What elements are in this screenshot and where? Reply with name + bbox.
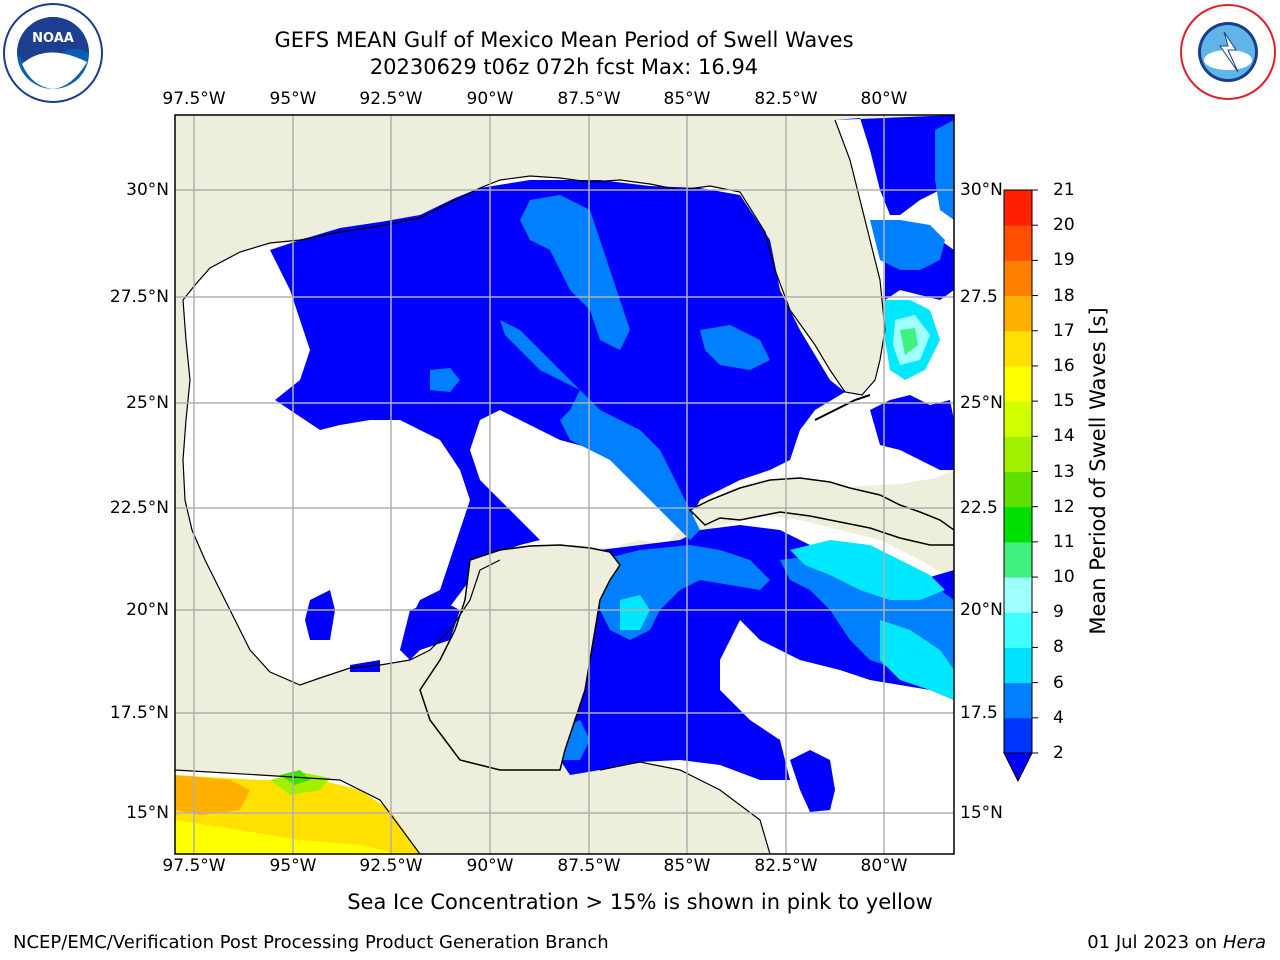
lon-label-bottom: 90°W — [466, 856, 514, 876]
colorbar-tick-label: 21 — [1053, 180, 1075, 200]
colorbar-segment — [1004, 682, 1032, 719]
nws-logo — [1178, 2, 1278, 102]
footer-date-text: 01 Jul 2023 on — [1087, 932, 1223, 953]
colorbar-segment — [1004, 506, 1032, 543]
colorbar-segment — [1004, 436, 1032, 472]
map-title-line-1: GEFS MEAN Gulf of Mexico Mean Period of … — [274, 28, 854, 52]
lon-label-bottom: 82.5°W — [754, 856, 818, 876]
colorbar-label: Mean Period of Swell Waves [s] — [1086, 307, 1110, 635]
colorbar-segment — [1004, 717, 1032, 754]
lon-label-top: 85°W — [663, 89, 711, 109]
colorbar — [1003, 189, 1038, 783]
lon-label-bottom: 95°W — [269, 856, 317, 876]
colorbar-tick-label: 11 — [1053, 531, 1075, 552]
lon-label-bottom: 92.5°W — [359, 856, 423, 876]
florida-keys — [814, 394, 871, 421]
colorbar-tick-label: 15 — [1053, 391, 1075, 412]
colorbar-tick-label: 17 — [1053, 320, 1075, 341]
swell-field-4-6s — [430, 120, 954, 760]
cuba — [688, 477, 954, 546]
colorbar-segment — [1004, 541, 1032, 578]
central-america-coastline — [599, 761, 771, 854]
pacific-coastline — [175, 769, 421, 854]
lat-label-right: 22.5 — [960, 498, 998, 518]
lon-label-bottom: 85°W — [663, 856, 711, 876]
colorbar-tick-label: 16 — [1053, 355, 1075, 376]
swell-field-8-10s — [893, 315, 930, 365]
lon-label-top: 92.5°W — [359, 89, 423, 109]
lat-label-right: 15°N — [960, 803, 1003, 823]
lon-label-top: 97.5°W — [162, 89, 226, 109]
lon-label-top: 82.5°W — [754, 89, 818, 109]
colorbar-tick-label: 20 — [1053, 215, 1075, 236]
colorbar-segment — [1004, 260, 1032, 297]
colorbar-under-arrow — [1003, 752, 1033, 783]
sea-ice-note: Sea Ice Concentration > 15% is shown in … — [347, 890, 933, 914]
noaa-logo: NOAA — [2, 2, 104, 104]
colorbar-segment — [1004, 295, 1032, 332]
colorbar-segment — [1004, 577, 1032, 613]
noaa-logo-text: NOAA — [32, 31, 74, 46]
colorbar-segment — [1004, 365, 1032, 402]
colorbar-segment — [1004, 647, 1032, 684]
lat-label-left: 17.5°N — [109, 703, 169, 723]
colorbar-segment — [1004, 330, 1032, 367]
colorbar-tick-label: 14 — [1053, 426, 1075, 447]
gridlines — [175, 115, 954, 854]
footer-machine: Hera — [1222, 932, 1266, 953]
lon-label-top: 87.5°W — [557, 89, 621, 109]
colorbar-tick-label: 4 — [1053, 707, 1064, 728]
lat-label-left: 25°N — [126, 393, 169, 413]
lat-label-left: 20°N — [126, 600, 169, 620]
footer-credit: NCEP/EMC/Verification Post Processing Pr… — [13, 932, 609, 953]
lat-label-right: 20°N — [960, 600, 1003, 620]
colorbar-tick-label: 6 — [1053, 672, 1064, 693]
lat-label-right: 17.5 — [960, 703, 998, 723]
colorbar-tick-label: 12 — [1053, 496, 1075, 517]
colorbar-tick-label: 10 — [1053, 567, 1075, 588]
lat-label-right: 25°N — [960, 393, 1003, 413]
lat-label-left: 27.5°N — [109, 287, 169, 307]
lon-label-bottom: 97.5°W — [162, 856, 226, 876]
colorbar-tick-label: 19 — [1053, 250, 1075, 271]
colorbar-tick-label: 13 — [1053, 461, 1075, 482]
map-border — [174, 114, 955, 855]
lon-label-bottom: 80°W — [860, 856, 908, 876]
map-title-line-2: 20230629 t06z 072h fcst Max: 16.94 — [369, 55, 759, 79]
lat-label-left: 22.5°N — [109, 498, 169, 518]
footer-date: 01 Jul 2023 on Hera — [1087, 932, 1266, 953]
lon-label-top: 90°W — [466, 89, 514, 109]
colorbar-segment — [1004, 225, 1032, 261]
colorbar-tick-label: 9 — [1053, 602, 1064, 623]
colorbar-segment — [1004, 612, 1032, 648]
colorbar-tick-label: 8 — [1053, 637, 1064, 658]
lon-label-bottom: 87.5°W — [557, 856, 621, 876]
lat-label-left: 30°N — [126, 180, 169, 200]
colorbar-tick-label: 2 — [1053, 743, 1064, 763]
colorbar-segment — [1004, 471, 1032, 508]
colorbar-segment — [1004, 401, 1032, 437]
colorbar-segment — [1004, 190, 1032, 226]
lat-label-left: 15°N — [126, 803, 169, 823]
colorbar-tick-label: 18 — [1053, 285, 1075, 306]
lon-label-top: 95°W — [269, 89, 317, 109]
lat-label-right: 27.5 — [960, 287, 998, 307]
lat-label-right: 30°N — [960, 180, 1003, 200]
lon-label-top: 80°W — [860, 89, 908, 109]
mexico-coastline — [182, 299, 501, 686]
